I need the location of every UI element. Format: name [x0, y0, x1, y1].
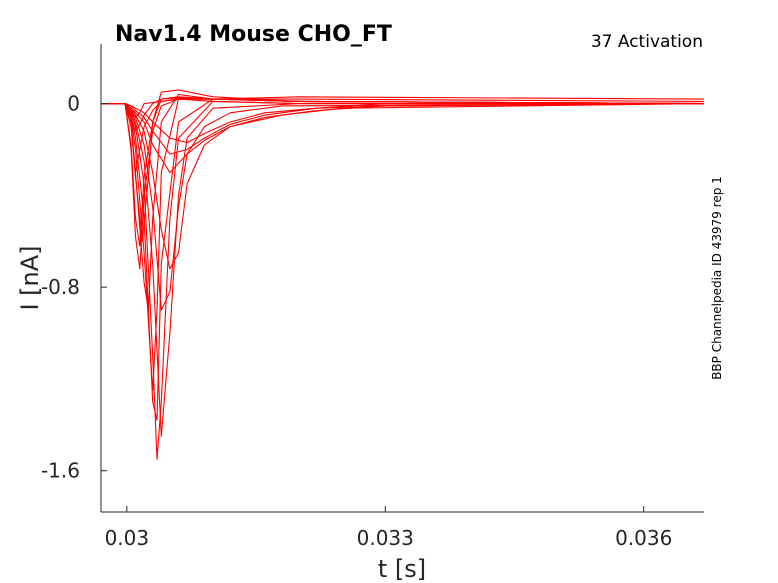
x-tick-label: 0.033: [357, 526, 414, 550]
current-trace-10: [101, 100, 704, 460]
y-tick-label: 0: [67, 92, 80, 116]
protocol-annotation: 37 Activation: [591, 32, 703, 52]
channelpedia-id-label: BBP Channelpedia ID 43979 rep 1: [710, 176, 724, 380]
current-trace-13: [101, 103, 705, 270]
current-trace-7: [101, 93, 705, 311]
y-tick-label: -1.6: [41, 459, 80, 483]
y-tick-label: -0.8: [41, 275, 80, 299]
current-trace-11: [101, 103, 704, 437]
y-axis-label: I [nA]: [16, 245, 44, 310]
axes-group: [100, 44, 704, 513]
current-trace-8: [101, 98, 705, 391]
ticks-group: 0.03 0.033 0.036 0 -0.8 -1.6: [41, 92, 672, 550]
x-tick-label: 0.03: [105, 526, 150, 550]
current-trace-14: [101, 103, 705, 174]
chart-title: Nav1.4 Mouse CHO_FT: [115, 22, 392, 47]
current-trace-5: [101, 96, 705, 247]
current-trace-15: [101, 103, 705, 155]
current-trace-12: [101, 103, 705, 311]
current-trace-16: [101, 103, 704, 144]
traces-group: [101, 89, 705, 460]
current-trace-3: [101, 98, 705, 174]
x-axis-label: t [s]: [378, 555, 426, 583]
x-tick-label: 0.036: [615, 526, 672, 550]
current-trace-6: [101, 89, 705, 242]
